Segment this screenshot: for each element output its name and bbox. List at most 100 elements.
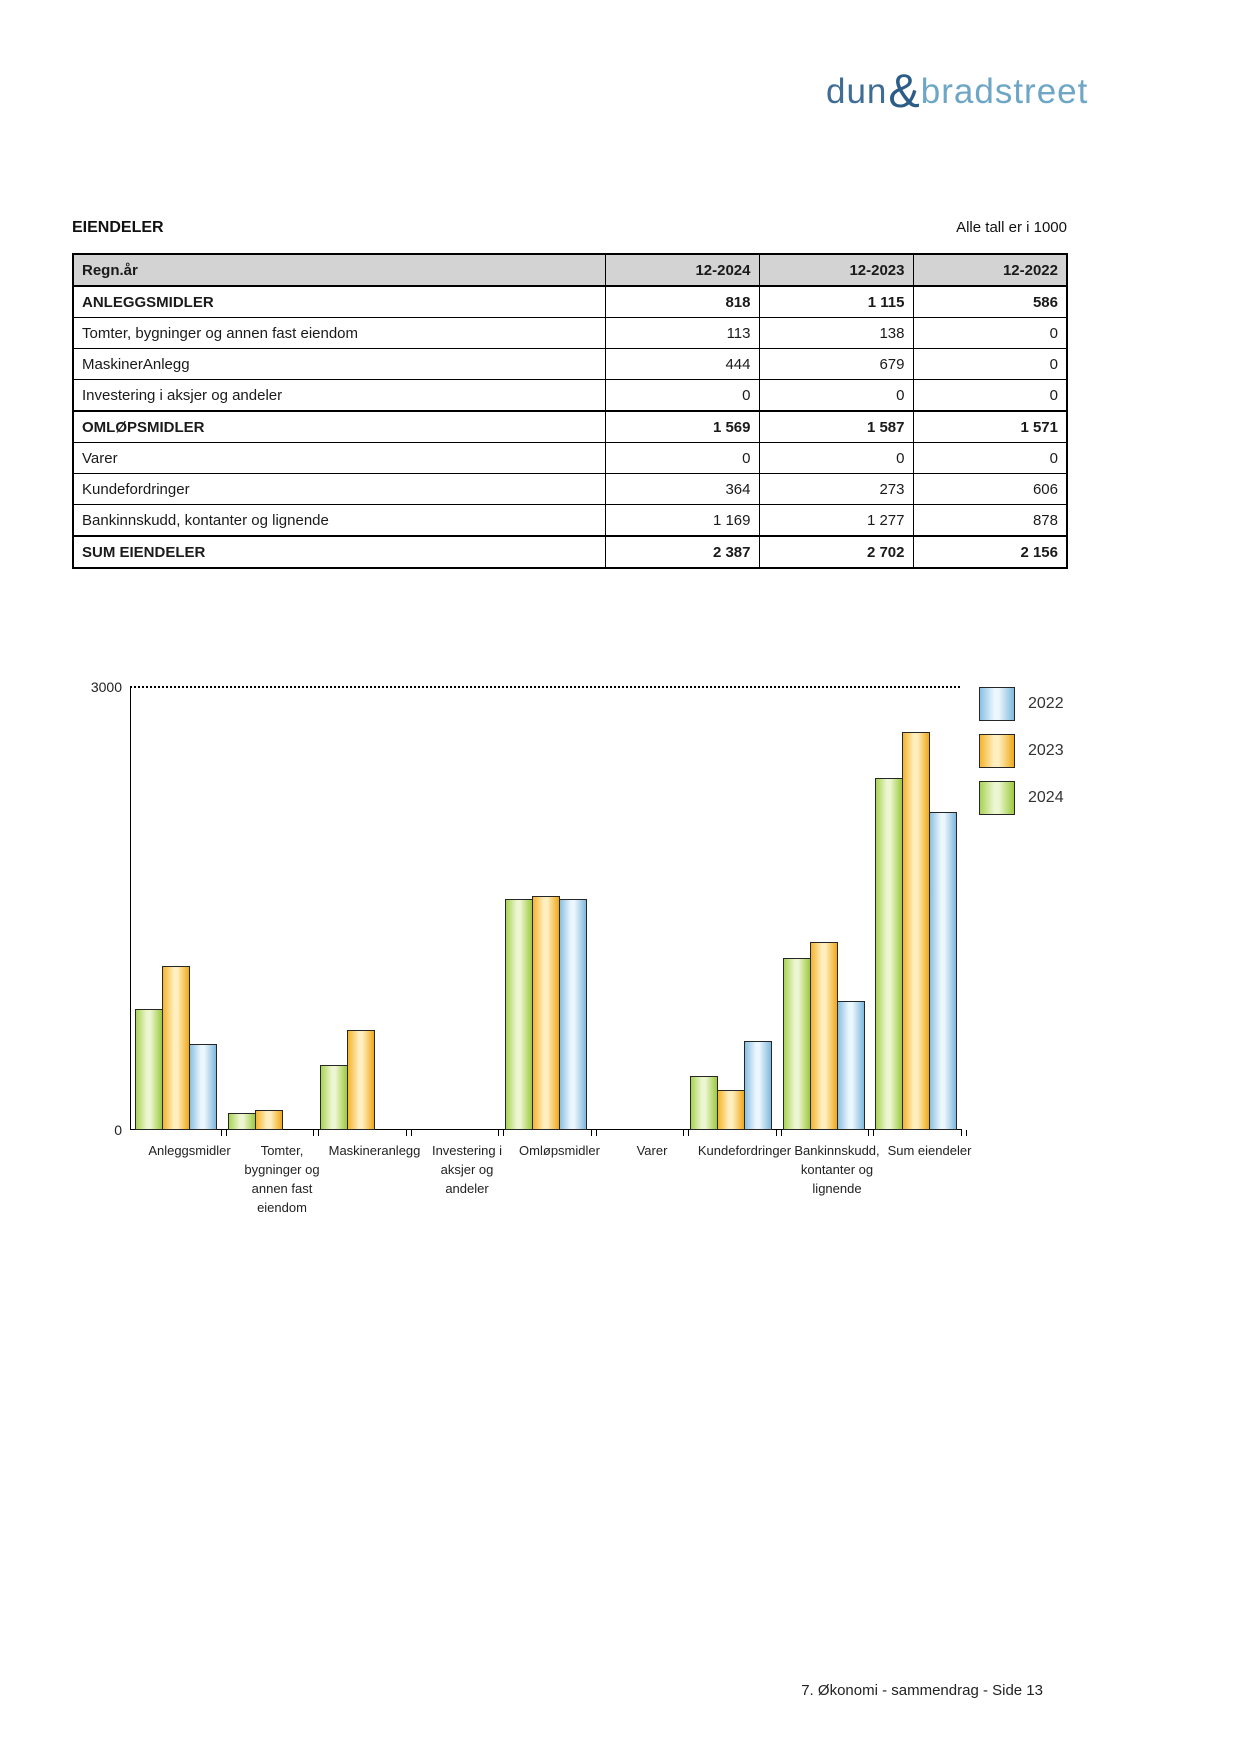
row-label: Kundefordringer — [72, 473, 606, 505]
section-title: EIENDELER — [72, 219, 164, 236]
row-label: Varer — [72, 442, 606, 474]
section-header: EIENDELER Alle tall er i 1000 — [72, 219, 1067, 237]
row-value: 818 — [604, 285, 760, 318]
legend-item-2024: 2024 — [979, 781, 1064, 815]
row-value: 273 — [758, 473, 914, 505]
table-row: Investering i aksjer og andeler 0 0 0 — [72, 379, 1068, 412]
table-row: Bankinnskudd, kontanter og lignende 1 169… — [72, 504, 1068, 537]
x-axis-tick — [225, 1130, 227, 1136]
row-value: 2 387 — [604, 535, 760, 569]
bar-2022 — [559, 899, 587, 1130]
row-value: 0 — [912, 317, 1068, 349]
bar-2022 — [929, 812, 957, 1130]
category-label: Sum eiendeler — [887, 1143, 972, 1158]
table-row: MaskinerAnlegg 444 679 0 — [72, 348, 1068, 380]
x-axis-tick — [405, 1130, 407, 1136]
bar-2023 — [254, 1110, 283, 1130]
table-header-row: Regn.år 12-2024 12-2023 12-2022 — [72, 253, 1068, 287]
legend-label: 2022 — [1028, 695, 1064, 712]
category-label: Anleggsmidler — [148, 1143, 231, 1158]
row-value: 2 702 — [758, 535, 914, 569]
row-value: 364 — [604, 473, 760, 505]
x-axis-tick — [318, 1130, 319, 1136]
bar-2024 — [690, 1076, 718, 1130]
legend-swatch-2024 — [979, 781, 1015, 815]
row-value: 1 571 — [912, 410, 1068, 443]
x-axis-tick — [960, 1130, 962, 1136]
assets-table: Regn.år 12-2024 12-2023 12-2022 ANLEGGSM… — [72, 253, 1068, 569]
bar-2023 — [347, 1030, 375, 1130]
x-axis-tick — [775, 1130, 777, 1136]
bar-2023 — [162, 966, 190, 1130]
row-value: 1 277 — [758, 504, 914, 537]
assets-bar-chart: 3000 0 Anleggsmidler Tomter, bygninger og a… — [91, 679, 1064, 1215]
y-axis-line — [130, 687, 131, 1130]
y-axis-label-zero: 0 — [114, 1122, 122, 1138]
category-label: Maskineranlegg — [328, 1143, 421, 1158]
x-axis-tick — [313, 1130, 314, 1136]
column-header-12-2022: 12-2022 — [912, 253, 1068, 287]
category-label: Tomter, bygninger og annen fast eiendom — [244, 1143, 320, 1215]
bar-2023 — [902, 732, 930, 1130]
column-header-12-2024: 12-2024 — [604, 253, 760, 287]
row-value: 113 — [604, 317, 760, 349]
row-value: 0 — [912, 379, 1068, 412]
x-axis-tick — [410, 1130, 412, 1136]
bar-2023 — [717, 1090, 745, 1130]
row-value: 0 — [604, 379, 760, 412]
row-value: 878 — [912, 504, 1068, 537]
category-label: Investering i aksjer og andeler — [431, 1143, 503, 1196]
bar-2024 — [227, 1113, 256, 1130]
category-label: Bankinnskudd, kontanter og lignende — [794, 1143, 880, 1196]
row-label: Bankinnskudd, kontanter og lignende — [72, 504, 606, 537]
column-header-12-2023: 12-2023 — [758, 253, 914, 287]
row-value: 606 — [912, 473, 1068, 505]
x-axis-tick — [873, 1130, 874, 1136]
bar-2022 — [189, 1044, 217, 1130]
units-note: Alle tall er i 1000 — [956, 219, 1067, 236]
x-axis-tick — [590, 1130, 592, 1136]
row-label: MaskinerAnlegg — [72, 348, 606, 380]
x-axis-tick — [965, 1130, 967, 1136]
x-axis-tick — [780, 1130, 782, 1136]
table-body: ANLEGGSMIDLER 818 1 115 586 Tomter, bygninge… — [72, 285, 1068, 569]
row-value: 679 — [758, 348, 914, 380]
row-value: 1 115 — [758, 285, 914, 318]
legend-item-2022: 2022 — [979, 687, 1064, 721]
row-value: 0 — [758, 379, 914, 412]
row-label: Investering i aksjer og andeler — [72, 379, 606, 412]
dun-bradstreet-logo: dun & bradstreet — [826, 64, 1089, 117]
x-axis-tick — [688, 1130, 689, 1136]
bar-2022 — [744, 1041, 772, 1130]
row-value: 444 — [604, 348, 760, 380]
row-value: 1 169 — [604, 504, 760, 537]
legend-swatch-2023 — [979, 734, 1015, 768]
category-label: Omløpsmidler — [519, 1143, 600, 1158]
row-value: 1 587 — [758, 410, 914, 443]
table-row: ANLEGGSMIDLER 818 1 115 586 — [72, 285, 1068, 318]
bar-2023 — [532, 896, 560, 1130]
bar-2023 — [809, 942, 838, 1130]
legend-swatch-2022 — [979, 687, 1015, 721]
logo-text-bradstreet: bradstreet — [920, 72, 1089, 111]
category-label: Kundefordringer — [697, 1143, 792, 1158]
row-value: 586 — [912, 285, 1068, 318]
row-label: OMLØPSMIDLER — [72, 410, 606, 443]
legend-item-2023: 2023 — [979, 734, 1064, 768]
logo-text-dun: dun — [826, 72, 888, 111]
gridline-3000 — [130, 686, 960, 688]
table-row: SUM EIENDELER 2 387 2 702 2 156 — [72, 535, 1068, 569]
row-label: ANLEGGSMIDLER — [72, 285, 606, 318]
x-axis-tick — [595, 1130, 597, 1136]
table-row: Varer 0 0 0 — [72, 442, 1068, 474]
x-axis-tick — [503, 1130, 504, 1136]
row-value: 0 — [604, 442, 760, 474]
table-row: Kundefordringer 364 273 606 — [72, 473, 1068, 505]
bar-2024 — [320, 1065, 348, 1130]
x-axis-tick — [868, 1130, 869, 1136]
column-header-regnar: Regn.år — [72, 253, 606, 287]
legend-label: 2024 — [1028, 789, 1064, 806]
bar-2024 — [135, 1009, 163, 1130]
row-value: 0 — [912, 442, 1068, 474]
row-label: Tomter, bygninger og annen fast eiendom — [72, 317, 606, 349]
